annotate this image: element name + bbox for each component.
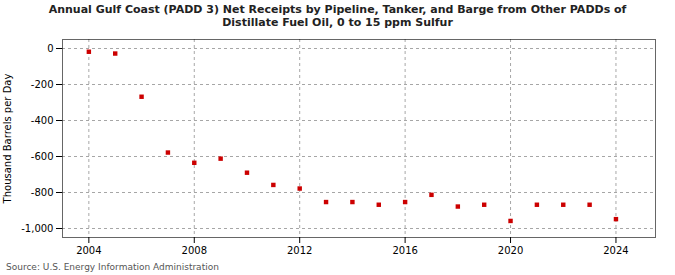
svg-text:0: 0 bbox=[47, 43, 53, 54]
svg-text:2016: 2016 bbox=[392, 245, 417, 256]
svg-text:2004: 2004 bbox=[76, 245, 101, 256]
svg-text:-1,000: -1,000 bbox=[21, 223, 53, 234]
svg-text:-400: -400 bbox=[31, 115, 54, 126]
svg-text:-800: -800 bbox=[31, 187, 54, 198]
svg-text:-600: -600 bbox=[31, 151, 54, 162]
html-text:Source: U.S. Energy Informatio: Source: U.S. Energy Information Administ… bbox=[6, 262, 219, 272]
svg-text:2012: 2012 bbox=[287, 245, 312, 256]
svg-text:2020: 2020 bbox=[498, 245, 523, 256]
svg-text:2024: 2024 bbox=[603, 245, 628, 256]
svg-text:Thousand Barrels per Day: Thousand Barrels per Day bbox=[2, 74, 13, 205]
svg-text:2008: 2008 bbox=[182, 245, 207, 256]
html-text:Annual Gulf Coast (PADD 3) Net: Annual Gulf Coast (PADD 3) Net Receipts … bbox=[48, 3, 627, 29]
svg-text:-200: -200 bbox=[31, 79, 54, 90]
